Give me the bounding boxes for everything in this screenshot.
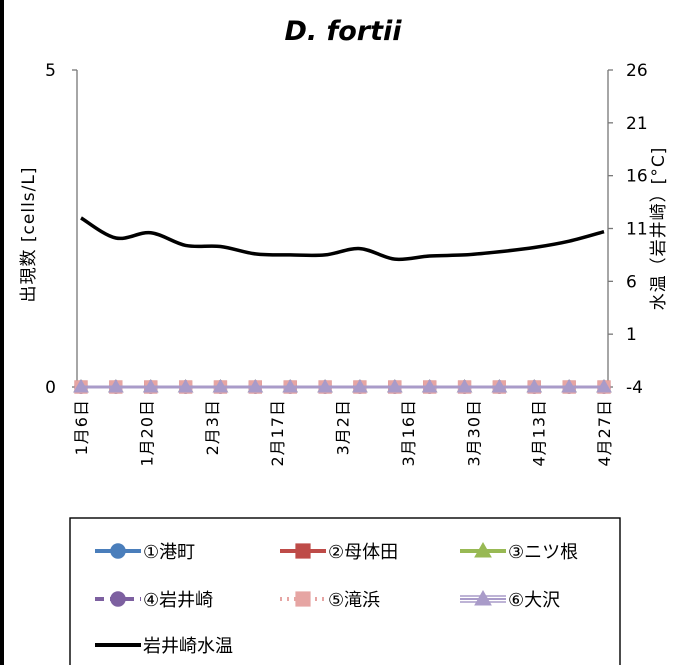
y2-tick-label: 6 — [626, 272, 637, 292]
y2-tick-label: 21 — [626, 114, 648, 134]
x-tick-label: 2月3日 — [203, 399, 222, 455]
data-point — [295, 591, 311, 607]
data-point — [142, 379, 159, 393]
x-tick-label-group: 1月6日 — [72, 399, 91, 455]
series-6 — [73, 379, 612, 393]
y2-axis-title-group: 水温（岩井崎）[°C] — [649, 147, 669, 311]
y-tick-label: 5 — [45, 61, 56, 81]
x-tick-label: 3月16日 — [399, 399, 418, 467]
x-tick-label-group: 2月3日 — [203, 399, 222, 455]
data-point — [177, 379, 194, 393]
legend-label: ⑤滝浜 — [328, 590, 380, 611]
data-point — [110, 543, 126, 559]
y2-tick-label: 1 — [626, 325, 637, 345]
legend-label: ②母体田 — [328, 542, 398, 563]
y2-axis-title: 水温（岩井崎）[°C] — [649, 147, 669, 311]
data-point — [526, 379, 543, 393]
x-tick-label-group: 3月30日 — [464, 399, 483, 467]
x-tick-label: 1月6日 — [72, 399, 91, 455]
x-tick-label-group: 3月2日 — [334, 399, 353, 455]
y2-tick-label: 16 — [626, 167, 648, 187]
data-point — [352, 379, 368, 393]
data-point — [474, 541, 492, 558]
legend-item-3: ③ニツ根 — [460, 541, 578, 563]
data-point — [73, 379, 89, 393]
legend-item-7: 岩井崎水温 — [95, 636, 233, 657]
x-tick-label-group: 2月17日 — [268, 399, 287, 467]
x-tick-label: 3月30日 — [464, 399, 483, 467]
x-tick-label: 2月17日 — [268, 399, 287, 467]
x-tick-label-group: 4月13日 — [530, 399, 549, 467]
x-tick-label-group: 3月16日 — [399, 399, 418, 467]
y2-tick-label: -4 — [626, 378, 643, 398]
series-line — [80, 216, 605, 262]
data-point — [317, 379, 333, 393]
x-tick-label: 4月13日 — [530, 399, 549, 467]
data-point — [561, 379, 578, 393]
series-group — [73, 216, 612, 394]
y-tick-label: 0 — [45, 378, 56, 398]
x-tick-label-group: 1月20日 — [137, 399, 156, 467]
y-axis-title-group: 出現数 [cells/L] — [19, 167, 39, 303]
series-7 — [80, 216, 605, 262]
data-point — [596, 379, 612, 393]
x-tick-label: 4月27日 — [595, 399, 614, 467]
legend-label: 岩井崎水温 — [143, 636, 233, 657]
data-point — [212, 379, 229, 393]
x-tick-label: 1月20日 — [137, 399, 156, 467]
data-point — [107, 379, 124, 393]
data-point — [295, 543, 311, 559]
x-tick-label-group: 4月27日 — [595, 399, 614, 467]
legend-box — [69, 517, 621, 665]
data-point — [282, 379, 299, 393]
legend-item-2: ②母体田 — [280, 542, 398, 563]
y-axis-title: 出現数 [cells/L] — [19, 167, 39, 303]
x-tick-label: 3月2日 — [334, 399, 353, 455]
data-point — [474, 589, 492, 606]
y2-tick-label: 26 — [626, 61, 648, 81]
data-point — [247, 379, 264, 393]
data-point — [386, 379, 403, 393]
data-point — [456, 379, 473, 393]
legend-item-5: ⑤滝浜 — [280, 590, 380, 611]
legend-item-1: ①港町 — [95, 542, 195, 563]
left-edge-bar — [0, 0, 4, 665]
legend-label: ①港町 — [143, 542, 195, 563]
legend-label: ③ニツ根 — [508, 542, 578, 563]
legend-item-4: ④岩井崎 — [95, 590, 213, 611]
data-point — [110, 591, 126, 607]
legend-label: ⑥大沢 — [508, 590, 560, 611]
data-point — [421, 379, 438, 393]
data-point — [491, 379, 508, 393]
chart-title: D. fortii — [284, 16, 402, 47]
y2-tick-label: 11 — [626, 220, 648, 240]
legend-label: ④岩井崎 — [143, 590, 213, 611]
legend-item-6: ⑥大沢 — [460, 589, 560, 611]
